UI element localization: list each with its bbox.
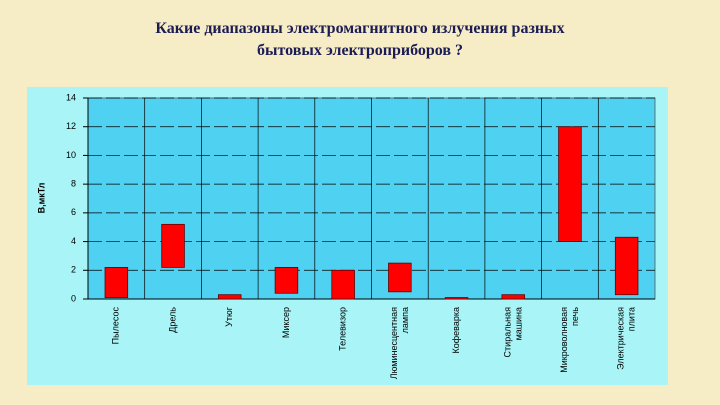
y-tick-label: 14	[66, 92, 76, 102]
bar	[274, 267, 299, 294]
y-tick-label: 12	[66, 121, 76, 131]
y-tick-label: 10	[66, 150, 76, 160]
x-tick-label: Кофеварка	[451, 307, 461, 354]
bar	[161, 223, 185, 268]
x-tick-label: Пылесос	[111, 307, 121, 345]
bar	[331, 269, 355, 300]
bar	[558, 126, 582, 242]
bar	[444, 297, 469, 300]
y-tick-label: 4	[71, 236, 76, 246]
chart-title: Какие диапазоны электромагнитного излуче…	[155, 20, 565, 59]
y-axis-label: B,мкТл	[36, 182, 46, 213]
bar	[614, 236, 639, 296]
x-tick-label: Электрическая плита	[616, 307, 637, 370]
x-tick-label: Люминесцентная лампа	[389, 307, 410, 379]
x-tick-label: Телевизор	[338, 307, 348, 351]
x-tick-label: Дрель	[167, 307, 177, 333]
x-tick-label: Микроволновая печь	[559, 307, 580, 373]
bar	[501, 294, 525, 300]
y-tick-label: 6	[71, 207, 76, 217]
bar	[388, 262, 412, 293]
y-tick-label: 0	[71, 293, 76, 303]
x-tick-label: Утюг	[224, 306, 234, 327]
bar	[104, 267, 129, 298]
y-tick-label: 2	[71, 265, 76, 275]
bar	[218, 294, 242, 300]
x-tick-label: Миксер	[281, 307, 291, 338]
x-tick-label: Стиральная машина	[503, 307, 524, 358]
y-tick-label: 8	[71, 179, 76, 189]
